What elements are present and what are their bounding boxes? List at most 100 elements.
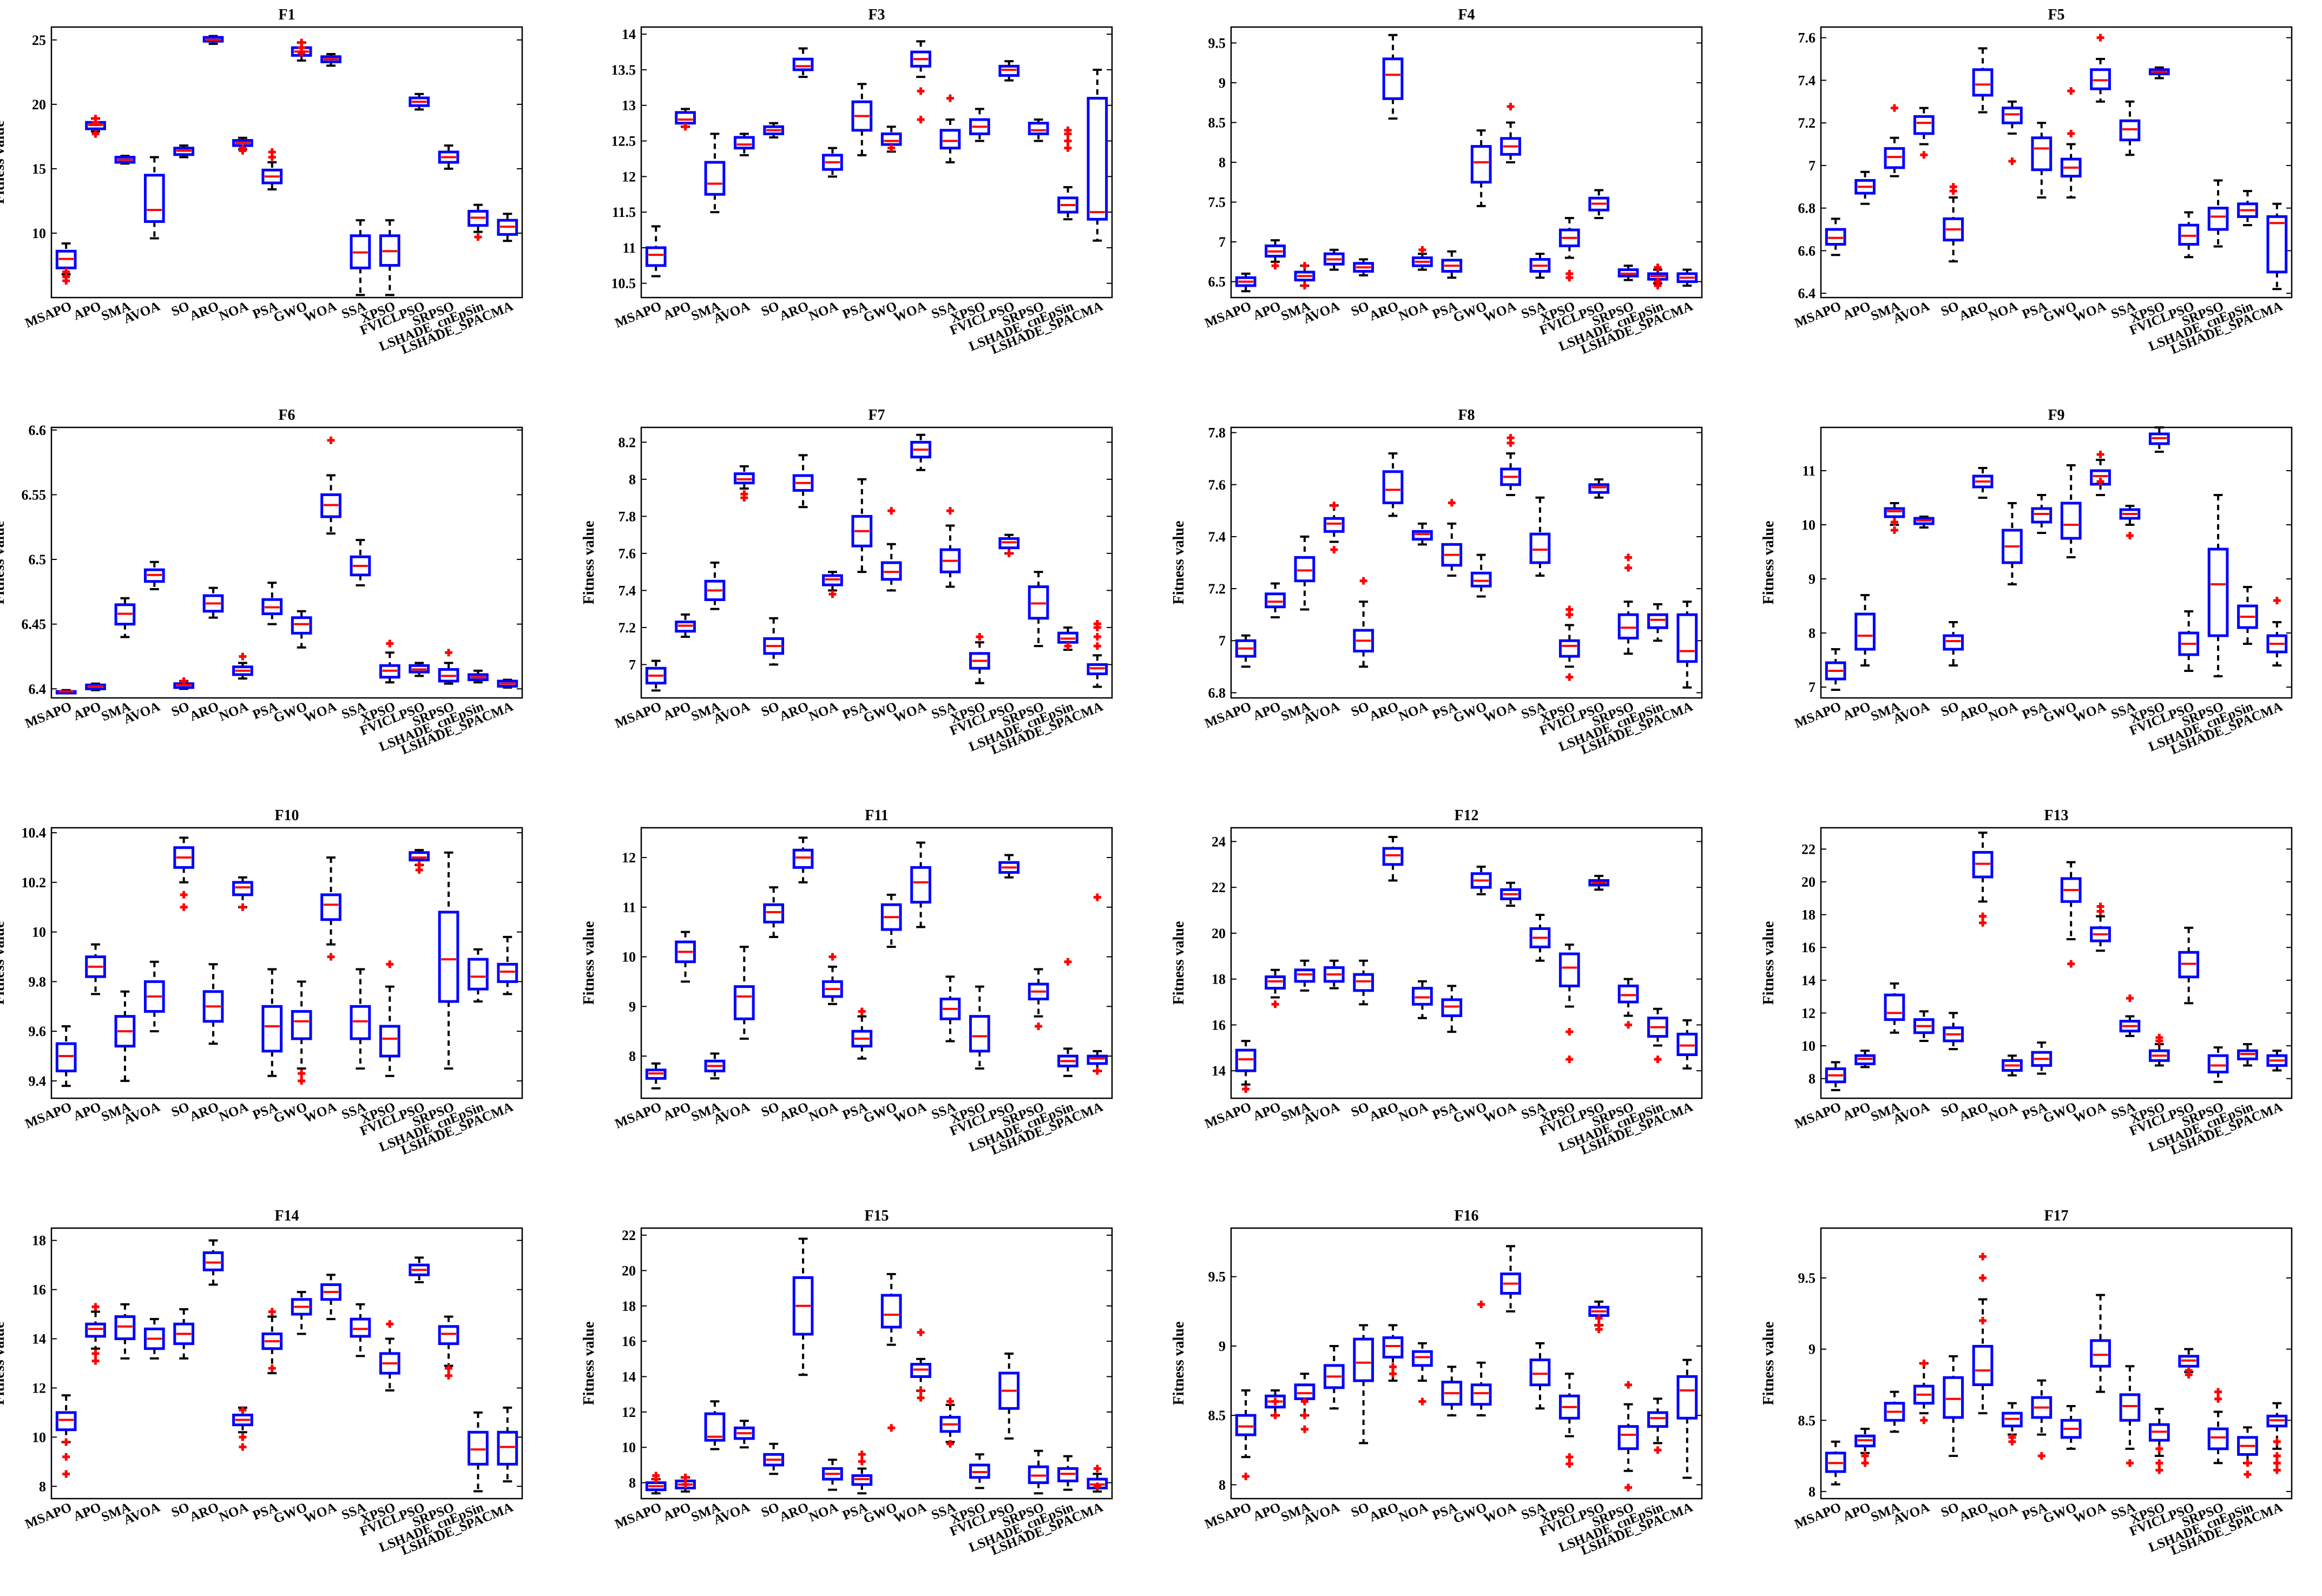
y-tick-label: 6.8 [1208, 685, 1226, 701]
outlier-point [91, 1303, 100, 1311]
y-tick-label: 14 [32, 1331, 46, 1347]
y-tick-label: 9 [1808, 571, 1815, 587]
y-tick-label: 9.6 [29, 1024, 47, 1039]
y-tick-label: 8.5 [1208, 1408, 1226, 1423]
box-iqr [2060, 157, 2082, 178]
box-iqr [2031, 136, 2053, 172]
outlier-point [1565, 274, 1574, 282]
plot-frame [640, 426, 1113, 699]
x-category-label: WOA [892, 1100, 929, 1126]
outlier-point [2273, 1437, 2281, 1446]
x-category-label: ARO [188, 299, 221, 324]
box-iqr [2266, 634, 2288, 654]
outlier-point [2273, 1466, 2281, 1474]
outlier-point [2126, 532, 2134, 539]
box-iqr [173, 147, 195, 156]
x-category-label: APO [71, 1100, 103, 1124]
box-iqr [763, 125, 785, 135]
box-iqr [320, 55, 341, 63]
box-iqr [880, 1294, 902, 1329]
x-category-label: ARO [1957, 1100, 1991, 1125]
box-iqr [232, 881, 253, 896]
box-iqr [1353, 973, 1374, 992]
outlier-point [917, 1394, 925, 1402]
box-iqr [2148, 432, 2170, 445]
y-tick-label: 7.6 [1208, 477, 1226, 493]
outlier-point [1389, 1363, 1397, 1371]
y-tick-label: 22 [1801, 841, 1815, 857]
box-iqr [851, 515, 873, 548]
box-iqr [114, 603, 136, 626]
box-iqr [1943, 634, 1964, 651]
box-iqr [2031, 507, 2053, 524]
y-tick-label: 12 [622, 169, 636, 184]
x-category-label: APO [1251, 1100, 1283, 1124]
outlier-point [1005, 549, 1013, 557]
y-tick-label: 8 [1808, 1071, 1815, 1087]
y-tick-label: 6.6 [1798, 243, 1816, 259]
box-iqr [939, 129, 961, 150]
outlier-point [887, 1424, 896, 1432]
box-iqr [114, 155, 136, 164]
box-iqr [645, 246, 667, 267]
y-tick-label: 12 [1801, 1005, 1815, 1021]
chart-title: F5 [2048, 6, 2064, 23]
outlier-point [1064, 126, 1072, 134]
x-category-label: APO [1841, 700, 1873, 724]
outlier-point [1920, 1360, 1928, 1367]
y-axis-label: Fitness value [581, 521, 597, 605]
y-tick-label: 6.5 [29, 552, 47, 568]
x-category-label: SO [759, 1500, 781, 1521]
outlier-point [1595, 1314, 1603, 1322]
box-iqr [792, 848, 814, 869]
box-iqr [675, 111, 696, 125]
box-iqr [939, 548, 961, 573]
outlier-point [681, 1480, 689, 1488]
box-iqr [2207, 548, 2229, 637]
x-category-label: NOA [1986, 1100, 2020, 1125]
outlier-point [1300, 1425, 1308, 1433]
outlier-point [1979, 1274, 1987, 1282]
box-iqr [822, 1467, 843, 1481]
box-iqr [1470, 571, 1492, 588]
y-tick-label: 9 [1219, 75, 1226, 91]
x-category-label: ARO [1367, 700, 1401, 724]
x-category-label: MSAPO [1793, 299, 1844, 331]
box-iqr [792, 1276, 814, 1336]
box-iqr [851, 1030, 873, 1048]
chart-title: F14 [274, 1208, 299, 1224]
box-iqr [1588, 196, 1610, 212]
outlier-point [917, 1328, 925, 1336]
box-iqr [1676, 1375, 1698, 1420]
box-iqr [2060, 877, 2082, 903]
box-iqr [645, 667, 667, 685]
box-iqr [1441, 543, 1463, 567]
box-iqr [1943, 1376, 1964, 1419]
x-category-label: APO [1841, 1500, 1873, 1525]
box-iqr [409, 1263, 430, 1276]
box-iqr [85, 683, 106, 690]
outlier-point [828, 590, 837, 598]
y-tick-label: 8.5 [1208, 115, 1226, 130]
outlier-point [1242, 1472, 1250, 1480]
outlier-point [1654, 263, 1662, 272]
box-iqr [1353, 629, 1374, 652]
y-tick-label: 20 [1212, 926, 1226, 941]
x-category-label: WOA [892, 1500, 929, 1526]
box-iqr [792, 57, 814, 71]
box-iqr [1323, 966, 1345, 983]
box-iqr [969, 1463, 990, 1479]
x-category-label: SO [1349, 700, 1371, 720]
box-iqr [143, 1327, 165, 1350]
box-iqr [1441, 998, 1463, 1017]
y-tick-label: 11 [1802, 463, 1815, 479]
outlier-point [1477, 1301, 1485, 1309]
y-axis-label: Fitness value [0, 121, 8, 205]
outlier-point [1064, 958, 1072, 966]
x-category-label: ARO [1367, 1100, 1401, 1125]
outlier-point [62, 1470, 70, 1478]
outlier-point [2008, 1433, 2016, 1441]
x-category-label: NOA [1397, 1100, 1430, 1125]
plot-frame [1230, 827, 1703, 1099]
